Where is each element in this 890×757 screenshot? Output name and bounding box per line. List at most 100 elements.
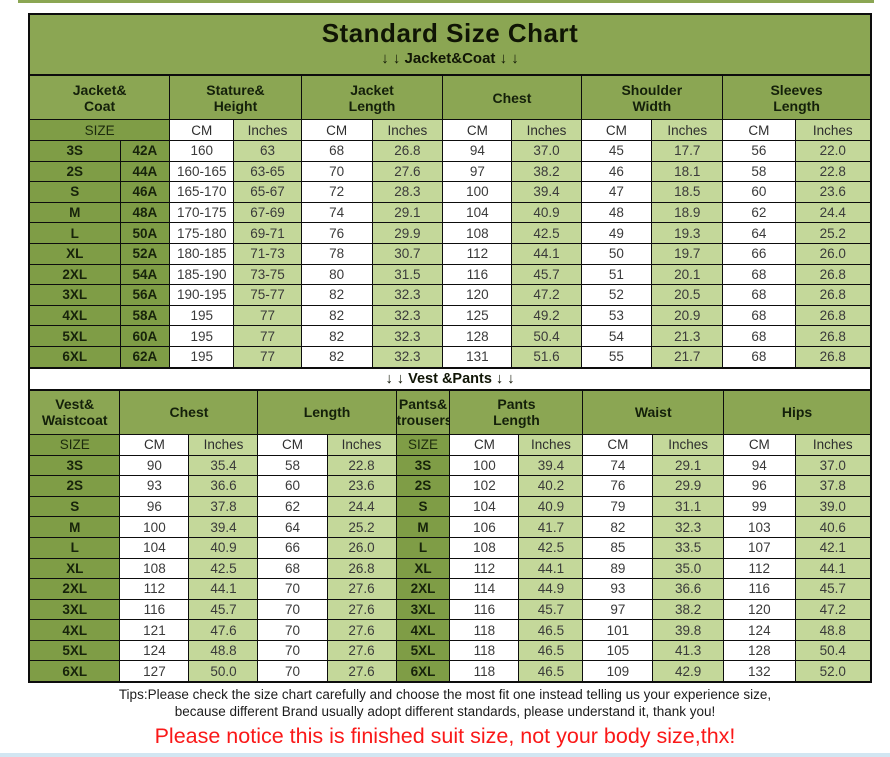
inches-value-cell: 24.4	[794, 201, 872, 224]
inches-value-cell: 52.0	[794, 660, 872, 683]
size-cell: M	[395, 516, 451, 538]
inches-value-cell: 37.8	[188, 495, 259, 518]
hips-header: Hips	[723, 389, 872, 435]
vest-pants-size-row: 2S 93 36.6 60 23.6 2S 102 40.2 76 29.9 96 37.8	[28, 475, 872, 497]
inches-value-cell: 46.5	[518, 619, 584, 641]
cm-value-cell: 190-195	[169, 284, 235, 306]
size-cell: 62A	[119, 345, 171, 369]
cm-value-cell: 108	[449, 536, 520, 559]
cm-value-cell: 64	[257, 516, 328, 538]
inches-value-cell: 50.4	[794, 639, 872, 662]
inches-value-cell: 26.8	[794, 263, 872, 286]
cm-value-cell: 185-190	[169, 263, 235, 286]
cm-value-cell: 82	[300, 284, 373, 306]
cm-unit-header: CM	[257, 433, 328, 456]
jacket-group-header-row: Jacket& Coat Stature& Height Jacket Length …	[28, 74, 872, 120]
bottom-border-strip	[0, 753, 890, 757]
cm-value-cell: 104	[119, 536, 190, 559]
cm-value-cell: 128	[442, 325, 513, 347]
size-cell: 52A	[119, 242, 171, 265]
cm-value-cell: 180-185	[169, 242, 235, 265]
finished-size-notice: Please notice this is finished suit size…	[154, 724, 736, 749]
inches-value-cell: 19.7	[651, 242, 724, 265]
size-cell: 3S	[28, 454, 121, 477]
inches-value-cell: 44.1	[188, 578, 259, 600]
size-cell: 50A	[119, 222, 171, 244]
inches-value-cell: 27.6	[371, 160, 444, 183]
inches-value-cell: 42.5	[188, 557, 259, 580]
cm-value-cell: 132	[723, 660, 796, 683]
inches-value-cell: 49.2	[511, 304, 582, 327]
cm-value-cell: 102	[449, 475, 520, 497]
cm-value-cell: 62	[257, 495, 328, 518]
cm-value-cell: 116	[723, 578, 796, 600]
cm-value-cell: 68	[722, 263, 796, 286]
inches-value-cell: 36.6	[188, 475, 259, 497]
cm-value-cell: 70	[257, 598, 328, 621]
inches-value-cell: 42.1	[794, 536, 872, 559]
inches-value-cell: 75-77	[233, 284, 302, 306]
size-cell: 3S	[28, 140, 121, 162]
inches-value-cell: 20.1	[651, 263, 724, 286]
vest-pants-size-row: 5XL 124 48.8 70 27.6 5XL 118 46.5 105 41.3 128 50.4	[28, 639, 872, 662]
inches-value-cell: 27.6	[326, 619, 397, 641]
cm-value-cell: 70	[300, 160, 373, 183]
vest-pants-size-row: 2XL 112 44.1 70 27.6 2XL 114 44.9 93 36.6 116 45.7	[28, 578, 872, 600]
inches-value-cell: 25.2	[326, 516, 397, 538]
inches-value-cell: 26.8	[794, 325, 872, 347]
cm-value-cell: 106	[449, 516, 520, 538]
inches-value-cell: 48.8	[188, 639, 259, 662]
inches-value-cell: 27.6	[326, 578, 397, 600]
inches-value-cell: 32.3	[371, 345, 444, 369]
jacket-size-row: M 48A 170-175 67-69 74 29.1 104 40.9 48 18.9 62 24.…	[28, 201, 872, 224]
size-cell: 44A	[119, 160, 171, 183]
cm-value-cell: 60	[722, 181, 796, 203]
cm-value-cell: 108	[119, 557, 190, 580]
cm-value-cell: 50	[580, 242, 653, 265]
cm-value-cell: 99	[723, 495, 796, 518]
cm-value-cell: 195	[169, 345, 235, 369]
inches-value-cell: 45.7	[518, 598, 584, 621]
cm-value-cell: 66	[257, 536, 328, 559]
jacket-size-row: 2XL 54A 185-190 73-75 80 31.5 116 45.7 51 20.1 68 2…	[28, 263, 872, 286]
cm-value-cell: 82	[300, 304, 373, 327]
cm-value-cell: 58	[722, 160, 796, 183]
cm-value-cell: 100	[119, 516, 190, 538]
size-cell: 2XL	[28, 578, 121, 600]
inches-value-cell: 42.9	[652, 660, 725, 683]
vest-pants-size-row: L 104 40.9 66 26.0 L 108 42.5 85 33.5 107 42.1	[28, 536, 872, 559]
size-cell: XL	[28, 557, 121, 580]
cm-value-cell: 114	[449, 578, 520, 600]
inches-value-cell: 19.3	[651, 222, 724, 244]
cm-value-cell: 78	[300, 242, 373, 265]
cm-value-cell: 101	[582, 619, 654, 641]
top-border-strip	[18, 0, 874, 3]
cm-value-cell: 112	[119, 578, 190, 600]
cm-unit-header: CM	[580, 119, 653, 141]
size-cell: 4XL	[395, 619, 451, 641]
size-cell: 6XL	[28, 345, 121, 369]
inches-value-cell: 39.8	[652, 619, 725, 641]
inches-value-cell: 40.6	[794, 516, 872, 538]
inches-value-cell: 47.2	[794, 598, 872, 621]
inches-value-cell: 40.9	[511, 201, 582, 224]
cm-value-cell: 118	[449, 619, 520, 641]
inches-value-cell: 31.1	[652, 495, 725, 518]
inches-value-cell: 44.9	[518, 578, 584, 600]
size-cell: 4XL	[28, 304, 121, 327]
cm-value-cell: 103	[723, 516, 796, 538]
cm-unit-header: CM	[300, 119, 373, 141]
cm-value-cell: 107	[723, 536, 796, 559]
inches-value-cell: 38.2	[652, 598, 725, 621]
cm-value-cell: 62	[722, 201, 796, 224]
inches-value-cell: 71-73	[233, 242, 302, 265]
cm-value-cell: 195	[169, 325, 235, 347]
cm-value-cell: 51	[580, 263, 653, 286]
inches-value-cell: 29.9	[371, 222, 444, 244]
sleeves-length-header: Sleeves Length	[722, 74, 872, 120]
cm-value-cell: 68	[257, 557, 328, 580]
jacket-size-row: 3S 42A 160 63 68 26.8 94 37.0 45 17.7 56 22.0	[28, 140, 872, 162]
inches-value-cell: 33.5	[652, 536, 725, 559]
size-cell: L	[28, 536, 121, 559]
page-title: Standard Size Chart	[321, 18, 579, 48]
